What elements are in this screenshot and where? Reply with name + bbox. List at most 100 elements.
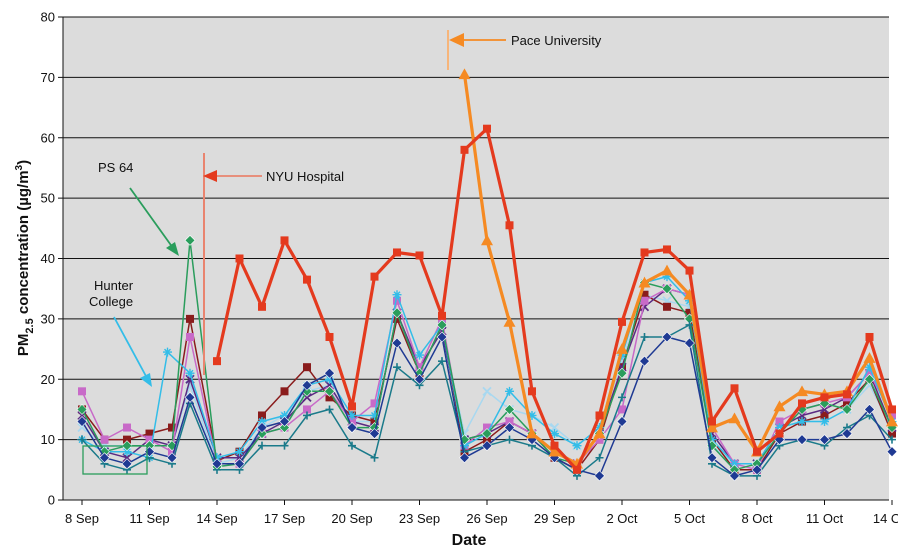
series-0-point-33: [820, 411, 829, 420]
series-3-point-32: [797, 417, 807, 427]
series-1-point-25: [639, 355, 650, 367]
series-5-point-3: [145, 435, 154, 444]
series-5-point-5: [186, 332, 194, 341]
y-tick-label-3: 30: [41, 311, 55, 326]
series-6-point-10: [303, 411, 311, 420]
series-1-point-12: [346, 422, 358, 433]
series-2-point-0: [77, 410, 87, 421]
series-0-point-4: [168, 423, 176, 432]
series-0-point-10: [303, 363, 311, 372]
series-9-point-4: [548, 445, 561, 457]
y-ticks: 0 10 20 30 40 50 60 70 80: [41, 10, 63, 508]
series-0-point-3: [145, 429, 154, 438]
series-3-point-12: [347, 410, 357, 420]
series-5-point-14: [393, 296, 401, 305]
series-0-point-8: [258, 411, 266, 420]
y-tick-label-4: 40: [41, 251, 55, 266]
series-4-point-5: [184, 234, 196, 246]
series-8-point-20: [663, 245, 671, 254]
series-8-point-8: [393, 248, 401, 257]
series-1-point-13: [369, 428, 380, 440]
y-title-mu: µ: [15, 197, 32, 206]
series-5-point-1: [100, 435, 109, 444]
series-0-point-13: [370, 417, 379, 426]
series-5-point-36: [888, 411, 896, 420]
x-ticks: 8 Sep 11 Sep 14 Sep 17 Sep 20 Sep 23 Sep 26 Se…: [65, 500, 898, 526]
series-5-point-18: [483, 423, 491, 432]
series-9-point-0: [458, 68, 471, 80]
series-8-point-5: [325, 332, 334, 341]
x-axis-title: Date: [452, 532, 487, 549]
series-0-point-36: [888, 429, 896, 438]
series-1-point-18: [481, 440, 493, 452]
hunter-arrow: [113, 316, 148, 379]
series-0-point-2: [123, 435, 131, 444]
series-8-point-13: [505, 221, 514, 230]
series-0-point-11: [325, 393, 334, 402]
series-9-point-12: [728, 412, 741, 424]
series-4-point-0: [76, 404, 88, 415]
series-9-point-11: [706, 421, 718, 433]
y-axis-title: PM2.5 concentration (µg/m3): [14, 160, 36, 356]
series-3-point-22: [572, 441, 582, 451]
series-1-point-30: [751, 464, 763, 476]
series-9-point-8: [638, 276, 651, 288]
series-5-point-24: [618, 405, 626, 414]
series-1-point-33: [819, 434, 830, 446]
series-6-point-19: [505, 435, 514, 444]
series-0-point-18: [483, 435, 491, 444]
series-3-point-13: [370, 410, 379, 420]
x-tick-label-4: 20 Sep: [331, 511, 372, 526]
series-8-point-26: [798, 399, 806, 408]
annotation-ps64: PS 64: [98, 160, 133, 175]
series-3-point-7: [235, 447, 244, 457]
annotation-college: College: [89, 294, 133, 309]
series-1-point-14: [391, 337, 403, 349]
series-4-point-35: [864, 373, 875, 385]
x-tick-label-7: 29 Sep: [534, 511, 575, 526]
series-1-point-17: [459, 452, 470, 464]
series-9-point-14: [773, 400, 786, 412]
series-6-point-14: [393, 363, 401, 372]
series-3-point-15: [415, 350, 424, 360]
series-1-point-8: [256, 422, 268, 433]
ps64-arrowhead: [166, 242, 179, 256]
series-5-point-23: [595, 435, 604, 444]
series-9-point-1: [481, 234, 493, 246]
series-4-point-34: [841, 404, 853, 415]
series-8-point-3: [280, 236, 289, 245]
series-8-point-10: [438, 311, 446, 320]
series-8-point-4: [303, 275, 311, 284]
series-9-point-3: [526, 427, 538, 439]
series-1-point-27: [684, 337, 695, 349]
series-5-point-0: [78, 387, 86, 396]
series-6-point-0: [78, 435, 86, 444]
pace-arrowhead: [449, 33, 464, 47]
series-5-point-12: [348, 417, 356, 426]
series-7-point-21: [549, 422, 560, 433]
y-title-sup: 3: [14, 164, 25, 170]
series-1-point-32: [796, 434, 808, 446]
annotations: PS 64 Hunter College NYU Hospital Pace U…: [82, 30, 602, 475]
series-5-point-31: [775, 417, 784, 426]
series-3-point-6: [212, 453, 222, 463]
series-1-point-4: [166, 452, 178, 464]
y-title-pre: PM: [15, 334, 32, 357]
series-0-point-25: [640, 290, 649, 299]
series-8: [213, 124, 896, 474]
series-0-point-27: [685, 308, 694, 317]
y-tick-label-5: 50: [41, 191, 55, 206]
y-title-unit: g/m: [15, 170, 32, 197]
series-1-point-36: [886, 446, 898, 458]
series-8-point-29: [865, 332, 874, 341]
series-0-point-5: [186, 314, 194, 323]
series-4-point-26: [661, 283, 673, 295]
x-tick-label-6: 26 Sep: [466, 511, 507, 526]
series-4-point-9: [279, 422, 290, 433]
annotation-pace: Pace University: [511, 33, 602, 48]
series-7-point-18: [482, 386, 492, 396]
series-5-point-15: [415, 363, 424, 372]
series-9-point-19: [886, 415, 898, 427]
y-tick-label-1: 10: [41, 432, 55, 447]
series-1-point-7: [234, 458, 245, 470]
